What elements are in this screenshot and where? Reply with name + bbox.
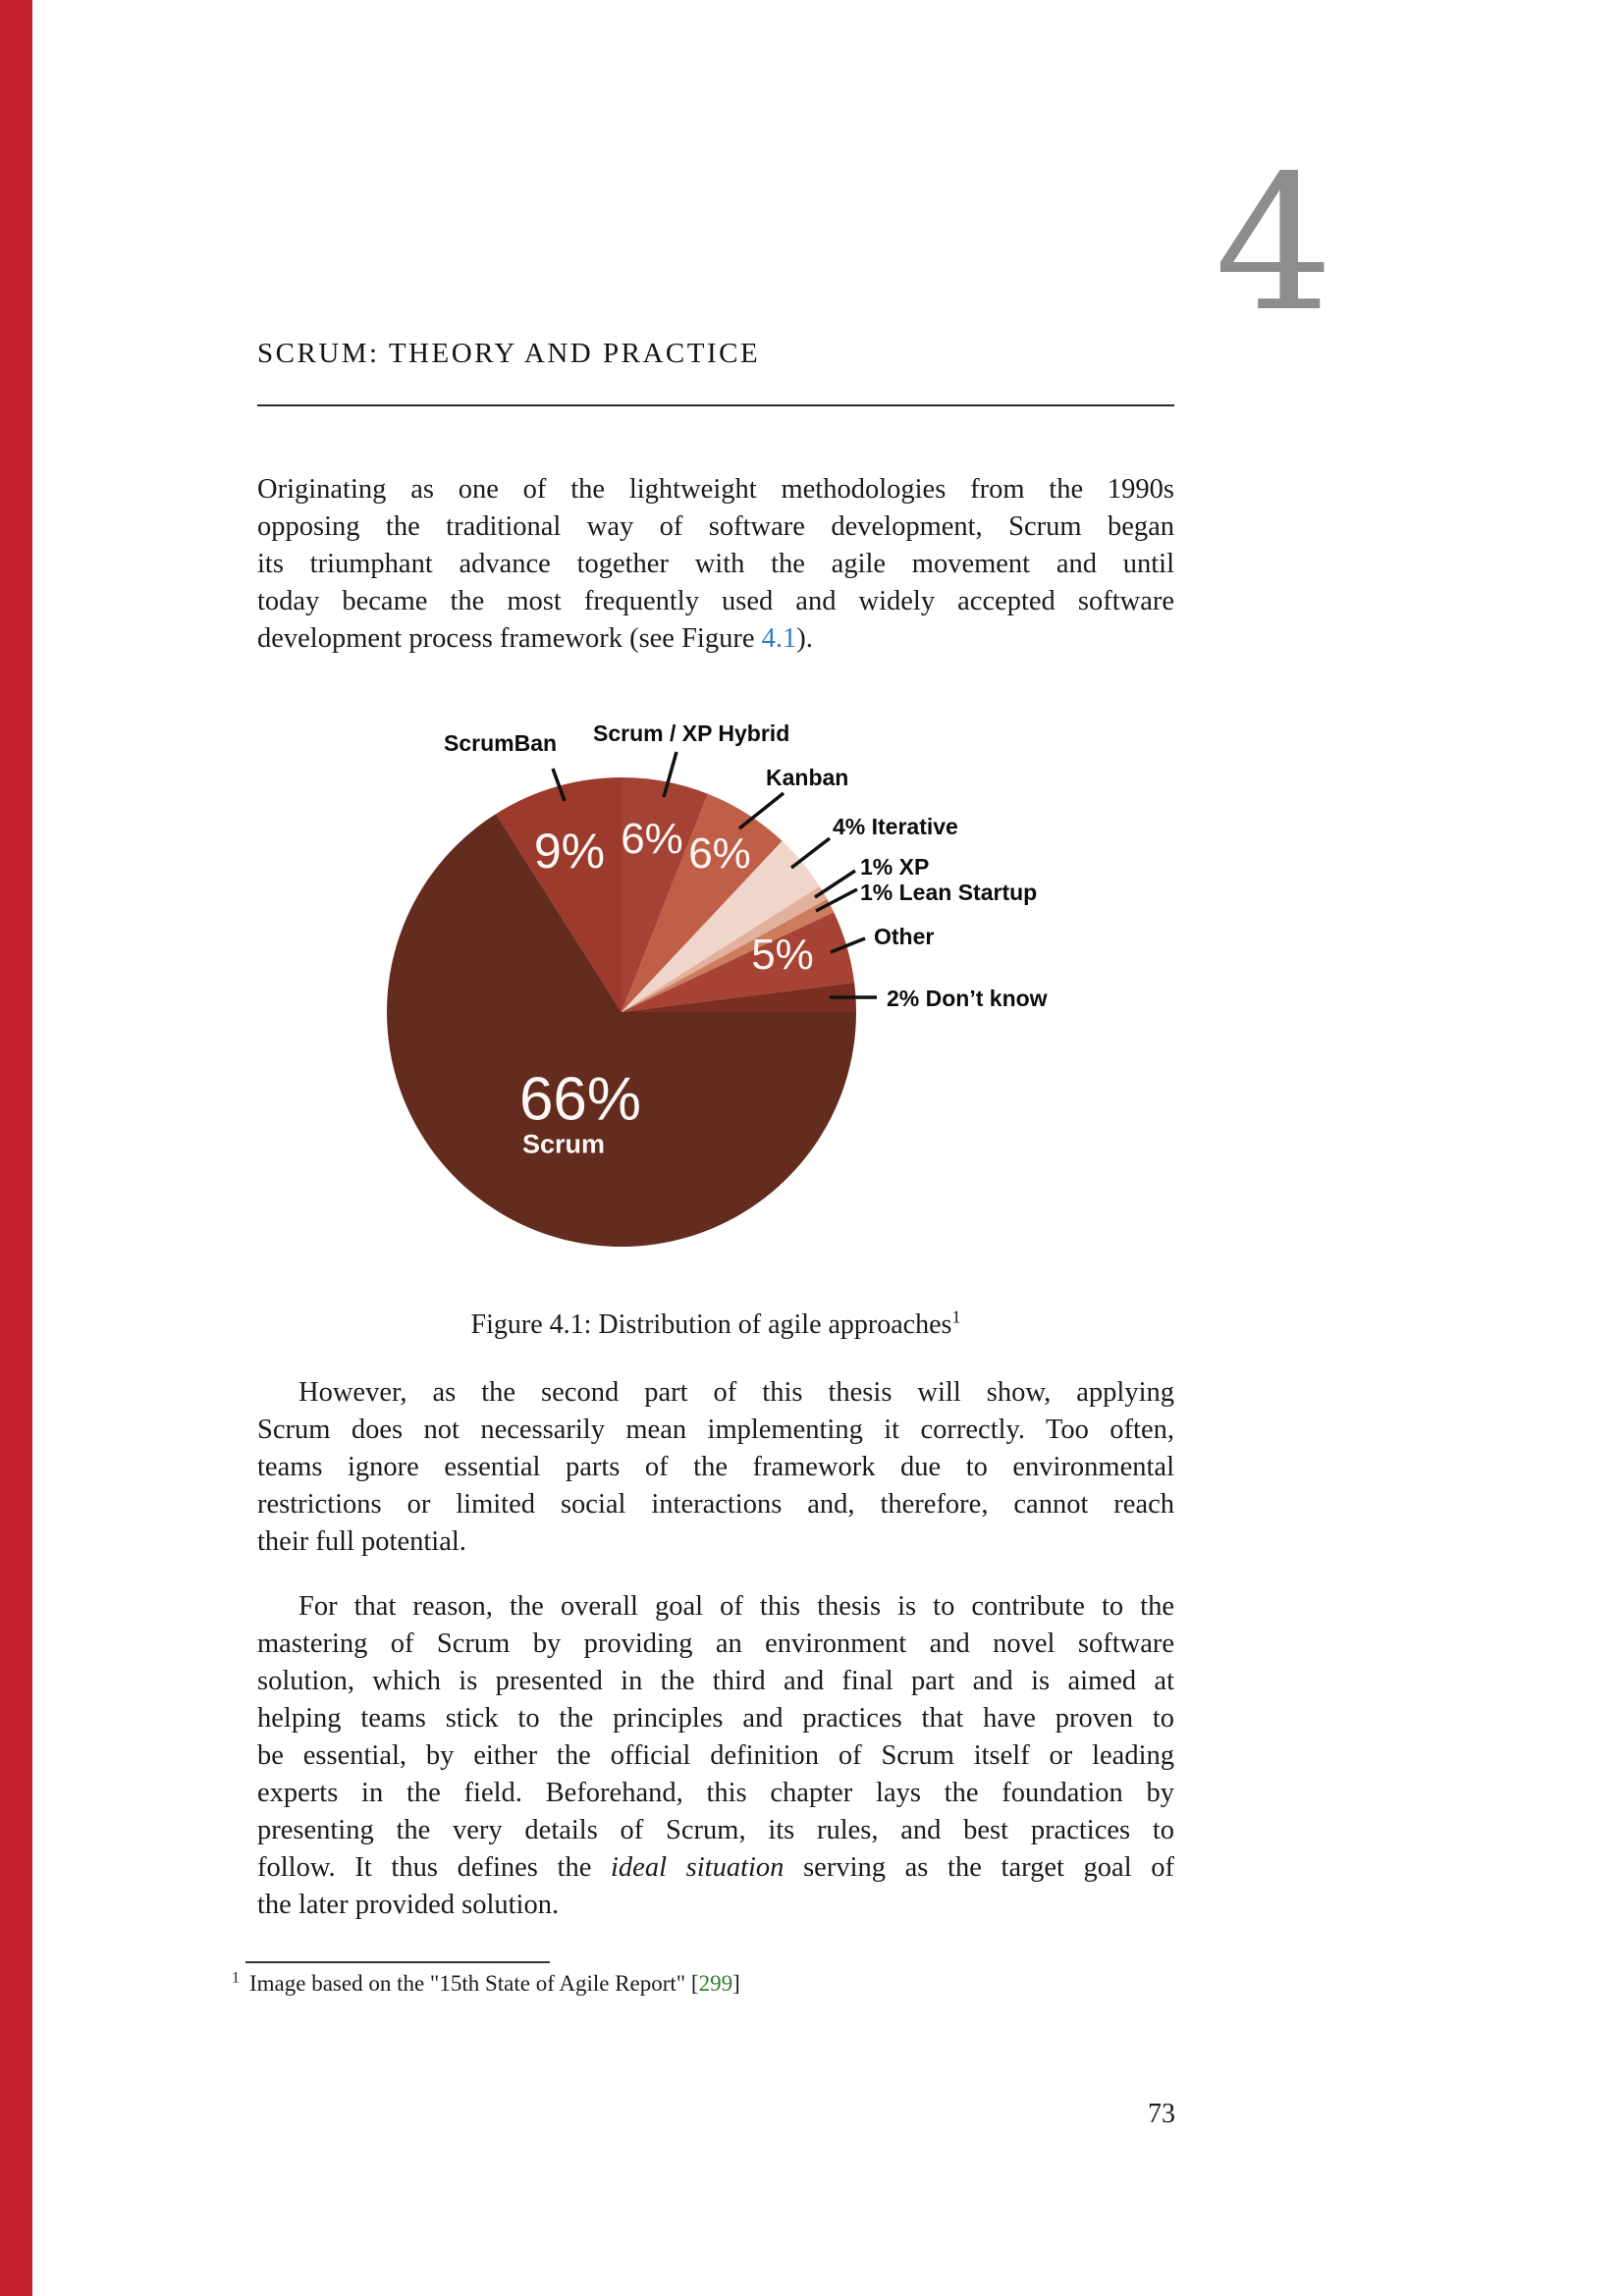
slice-label-xp: 1% XP xyxy=(860,854,930,880)
text-segment: ] xyxy=(732,1971,740,1996)
text-line: the later provided solution. xyxy=(257,1890,560,1920)
text-line: development process framework (see Figur… xyxy=(257,620,1174,658)
callout-line-other xyxy=(830,936,866,954)
pct-other: 5% xyxy=(751,931,814,979)
text-line: Originating as one of the lightweight me… xyxy=(257,474,1174,505)
pie-slice-lean-startup xyxy=(622,898,835,1012)
pie-slice-kanban xyxy=(622,793,783,1012)
text-line: presenting the very details of Scrum, it… xyxy=(257,1815,1174,1845)
paragraph-2: However, as the second part of this thes… xyxy=(257,1374,1174,1561)
pct-scrumban: 9% xyxy=(533,824,606,879)
page-number: 73 xyxy=(1148,2099,1175,2129)
text-line: However, as the second part of this thes… xyxy=(298,1377,1174,1408)
footnote: 1 Image based on the "15th State of Agile… xyxy=(232,1969,1174,1997)
pie-slice-scrum xyxy=(387,814,856,1248)
pie-slice-xp xyxy=(622,885,828,1012)
figure-reference-link[interactable]: 4.1 xyxy=(761,623,797,654)
slice-label-other: Other xyxy=(874,924,935,949)
text-line: solution, which is presented in the thir… xyxy=(257,1666,1174,1696)
callout-line-kanban xyxy=(737,791,785,830)
text-line: mastering of Scrum by providing an envir… xyxy=(257,1629,1174,1659)
text-line: helping teams stick to the principles an… xyxy=(257,1703,1174,1734)
text-line: teams ignore essential parts of the fram… xyxy=(257,1452,1174,1482)
callout-line-scrumban xyxy=(551,768,567,802)
citation-link[interactable]: 299 xyxy=(698,1971,733,1996)
callout-line-lean-startup xyxy=(815,887,858,913)
pie-slice-scrum-xp-hybrid xyxy=(622,777,708,1012)
slice-label-kanban: Kanban xyxy=(766,765,849,790)
label-scrum: Scrum xyxy=(521,1129,606,1159)
text-line: restrictions or limited social interacti… xyxy=(257,1489,1174,1520)
text-line: opposing the traditional way of software… xyxy=(257,511,1174,542)
pie-slice-other xyxy=(622,912,855,1012)
footnote-text: Image based on the "15th State of Agile … xyxy=(240,1971,740,1996)
slice-label-scrum-xp: Scrum / XP Hybrid xyxy=(593,721,790,746)
slice-label-scrumban: ScrumBan xyxy=(444,730,558,756)
text-segment: serving as the target goal of xyxy=(784,1852,1175,1883)
footnote-rule xyxy=(245,1961,550,1963)
paragraph-1: Originating as one of the lightweight me… xyxy=(257,471,1174,658)
text-line: Scrum does not necessarily mean implemen… xyxy=(257,1415,1174,1445)
text-line: its triumphant advance together with the… xyxy=(257,549,1174,579)
chapter-title: SCRUM: THEORY AND PRACTICE xyxy=(257,338,761,369)
pie-slice-iterative xyxy=(622,840,820,1012)
pie-slice-scrumban xyxy=(495,777,622,1012)
footnote-marker: 1 xyxy=(232,1969,240,1987)
pct-kanban: 6% xyxy=(688,829,751,878)
caption-footnote-mark: 1 xyxy=(951,1307,961,1327)
slice-label-dont-know: 2% Don’t know xyxy=(887,986,1048,1011)
callout-line-xp xyxy=(814,869,856,899)
text-segment: development process framework (see Figur… xyxy=(257,623,762,654)
text-line: For that reason, the overall goal of thi… xyxy=(298,1591,1174,1622)
text-line: their full potential. xyxy=(257,1526,466,1557)
text-line: be essential, by either the official def… xyxy=(257,1740,1174,1771)
chapter-number: 4 xyxy=(1215,135,1333,352)
emphasized-text: ideal situation xyxy=(611,1852,785,1883)
text-segment: follow. It thus defines the xyxy=(257,1852,612,1883)
text-segment: Image based on the "15th State of Agile … xyxy=(249,1971,699,1996)
text-line: follow. It thus defines the ideal situat… xyxy=(257,1849,1174,1887)
left-accent-bar xyxy=(0,0,32,2296)
pie-slice-don-t-know xyxy=(622,983,856,1012)
paragraph-3: For that reason, the overall goal of thi… xyxy=(257,1588,1174,1924)
caption-text: Figure 4.1: Distribution of agile approa… xyxy=(470,1309,952,1340)
callout-line-iterative xyxy=(789,836,832,870)
chapter-title-rule xyxy=(257,404,1174,406)
pct-scrum-xp: 6% xyxy=(621,815,683,863)
slice-label-lean-startup: 1% Lean Startup xyxy=(860,880,1038,905)
slice-label-iterative: 4% Iterative xyxy=(833,814,958,839)
callout-line-scrum-xp xyxy=(662,751,678,798)
text-segment: ). xyxy=(796,623,813,654)
figure-caption: Figure 4.1: Distribution of agile approa… xyxy=(257,1307,1174,1341)
text-line: experts in the field. Beforehand, this c… xyxy=(257,1778,1174,1808)
pct-scrum: 66% xyxy=(518,1065,642,1134)
text-line: today became the most frequently used an… xyxy=(257,586,1174,616)
